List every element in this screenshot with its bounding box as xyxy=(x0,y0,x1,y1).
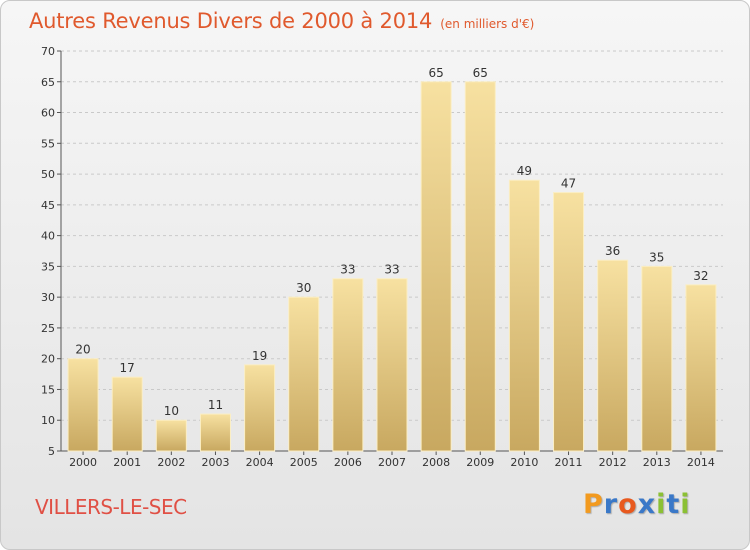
data-label: 30 xyxy=(296,281,311,295)
bar xyxy=(288,296,320,452)
data-label: 35 xyxy=(649,250,664,264)
chart-unit: (en milliers d'€) xyxy=(440,17,535,31)
proxiti-logo: Proxiti xyxy=(583,489,691,520)
y-tick-label: 5 xyxy=(48,445,55,458)
x-tick-label: 2014 xyxy=(687,456,715,469)
x-tick-label: 2005 xyxy=(290,456,318,469)
bar xyxy=(244,364,276,452)
data-label: 47 xyxy=(561,177,576,191)
data-label: 10 xyxy=(164,404,179,418)
logo-letter: i xyxy=(680,489,691,520)
x-tick-label: 2007 xyxy=(378,456,406,469)
logo-letter: o xyxy=(618,489,638,520)
bar xyxy=(685,284,717,452)
y-tick-label: 20 xyxy=(41,353,55,366)
y-tick-label: 35 xyxy=(41,260,55,273)
x-tick-label: 2002 xyxy=(157,456,185,469)
y-tick-label: 65 xyxy=(41,76,55,89)
x-tick-label: 2013 xyxy=(643,456,671,469)
x-tick-label: 2008 xyxy=(422,456,450,469)
bar xyxy=(155,419,187,452)
bar xyxy=(508,179,540,452)
y-tick-label: 40 xyxy=(41,230,55,243)
x-tick-label: 2000 xyxy=(69,456,97,469)
bar xyxy=(376,278,408,452)
bar xyxy=(553,192,585,452)
y-tick-label: 15 xyxy=(41,383,55,396)
bars xyxy=(67,81,717,452)
y-tick-label: 45 xyxy=(41,199,55,212)
bar xyxy=(332,278,364,452)
y-tick-label: 50 xyxy=(41,168,55,181)
x-tick-label: 2011 xyxy=(555,456,583,469)
data-label: 20 xyxy=(75,343,90,357)
x-tick-label: 2004 xyxy=(246,456,274,469)
bar xyxy=(464,81,496,452)
bar xyxy=(420,81,452,452)
y-tick-label: 55 xyxy=(41,137,55,150)
x-tick-label: 2003 xyxy=(201,456,229,469)
data-label: 19 xyxy=(252,349,267,363)
bar xyxy=(597,259,629,452)
x-tick-label: 2009 xyxy=(466,456,494,469)
y-tick-label: 30 xyxy=(41,291,55,304)
x-tick-label: 2010 xyxy=(510,456,538,469)
data-label: 32 xyxy=(693,269,708,283)
logo-letter: r xyxy=(603,489,619,520)
logo-letter: i xyxy=(656,489,667,520)
bar xyxy=(641,265,673,452)
commune-name: VILLERS-LE-SEC xyxy=(35,495,187,519)
data-label: 36 xyxy=(605,244,620,258)
y-tick-label: 10 xyxy=(41,414,55,427)
data-label: 33 xyxy=(340,263,355,277)
data-label: 65 xyxy=(428,66,443,80)
logo-letter: P xyxy=(583,489,604,520)
x-tick-label: 2006 xyxy=(334,456,362,469)
logo-letter: t xyxy=(666,489,681,520)
data-label: 49 xyxy=(517,164,532,178)
bar xyxy=(67,358,99,452)
data-label: 17 xyxy=(120,361,135,375)
x-tick-label: 2001 xyxy=(113,456,141,469)
data-label: 33 xyxy=(384,263,399,277)
chart-title-text: Autres Revenus Divers de 2000 à 2014 xyxy=(29,9,433,33)
y-tick-label: 60 xyxy=(41,107,55,120)
chart-title: Autres Revenus Divers de 2000 à 2014 (en … xyxy=(29,9,534,33)
y-tick-label: 70 xyxy=(41,45,55,58)
data-label: 65 xyxy=(473,66,488,80)
y-tick-label: 25 xyxy=(41,322,55,335)
x-tick-label: 2012 xyxy=(599,456,627,469)
bar xyxy=(199,413,231,452)
bar xyxy=(111,376,143,452)
data-label: 11 xyxy=(208,398,223,412)
logo-letter: x xyxy=(637,489,657,520)
labels: 5 10 15 20 25 30 35 40 45 50 55 60 65 70 20 2000 17 2001 1… xyxy=(41,45,715,469)
